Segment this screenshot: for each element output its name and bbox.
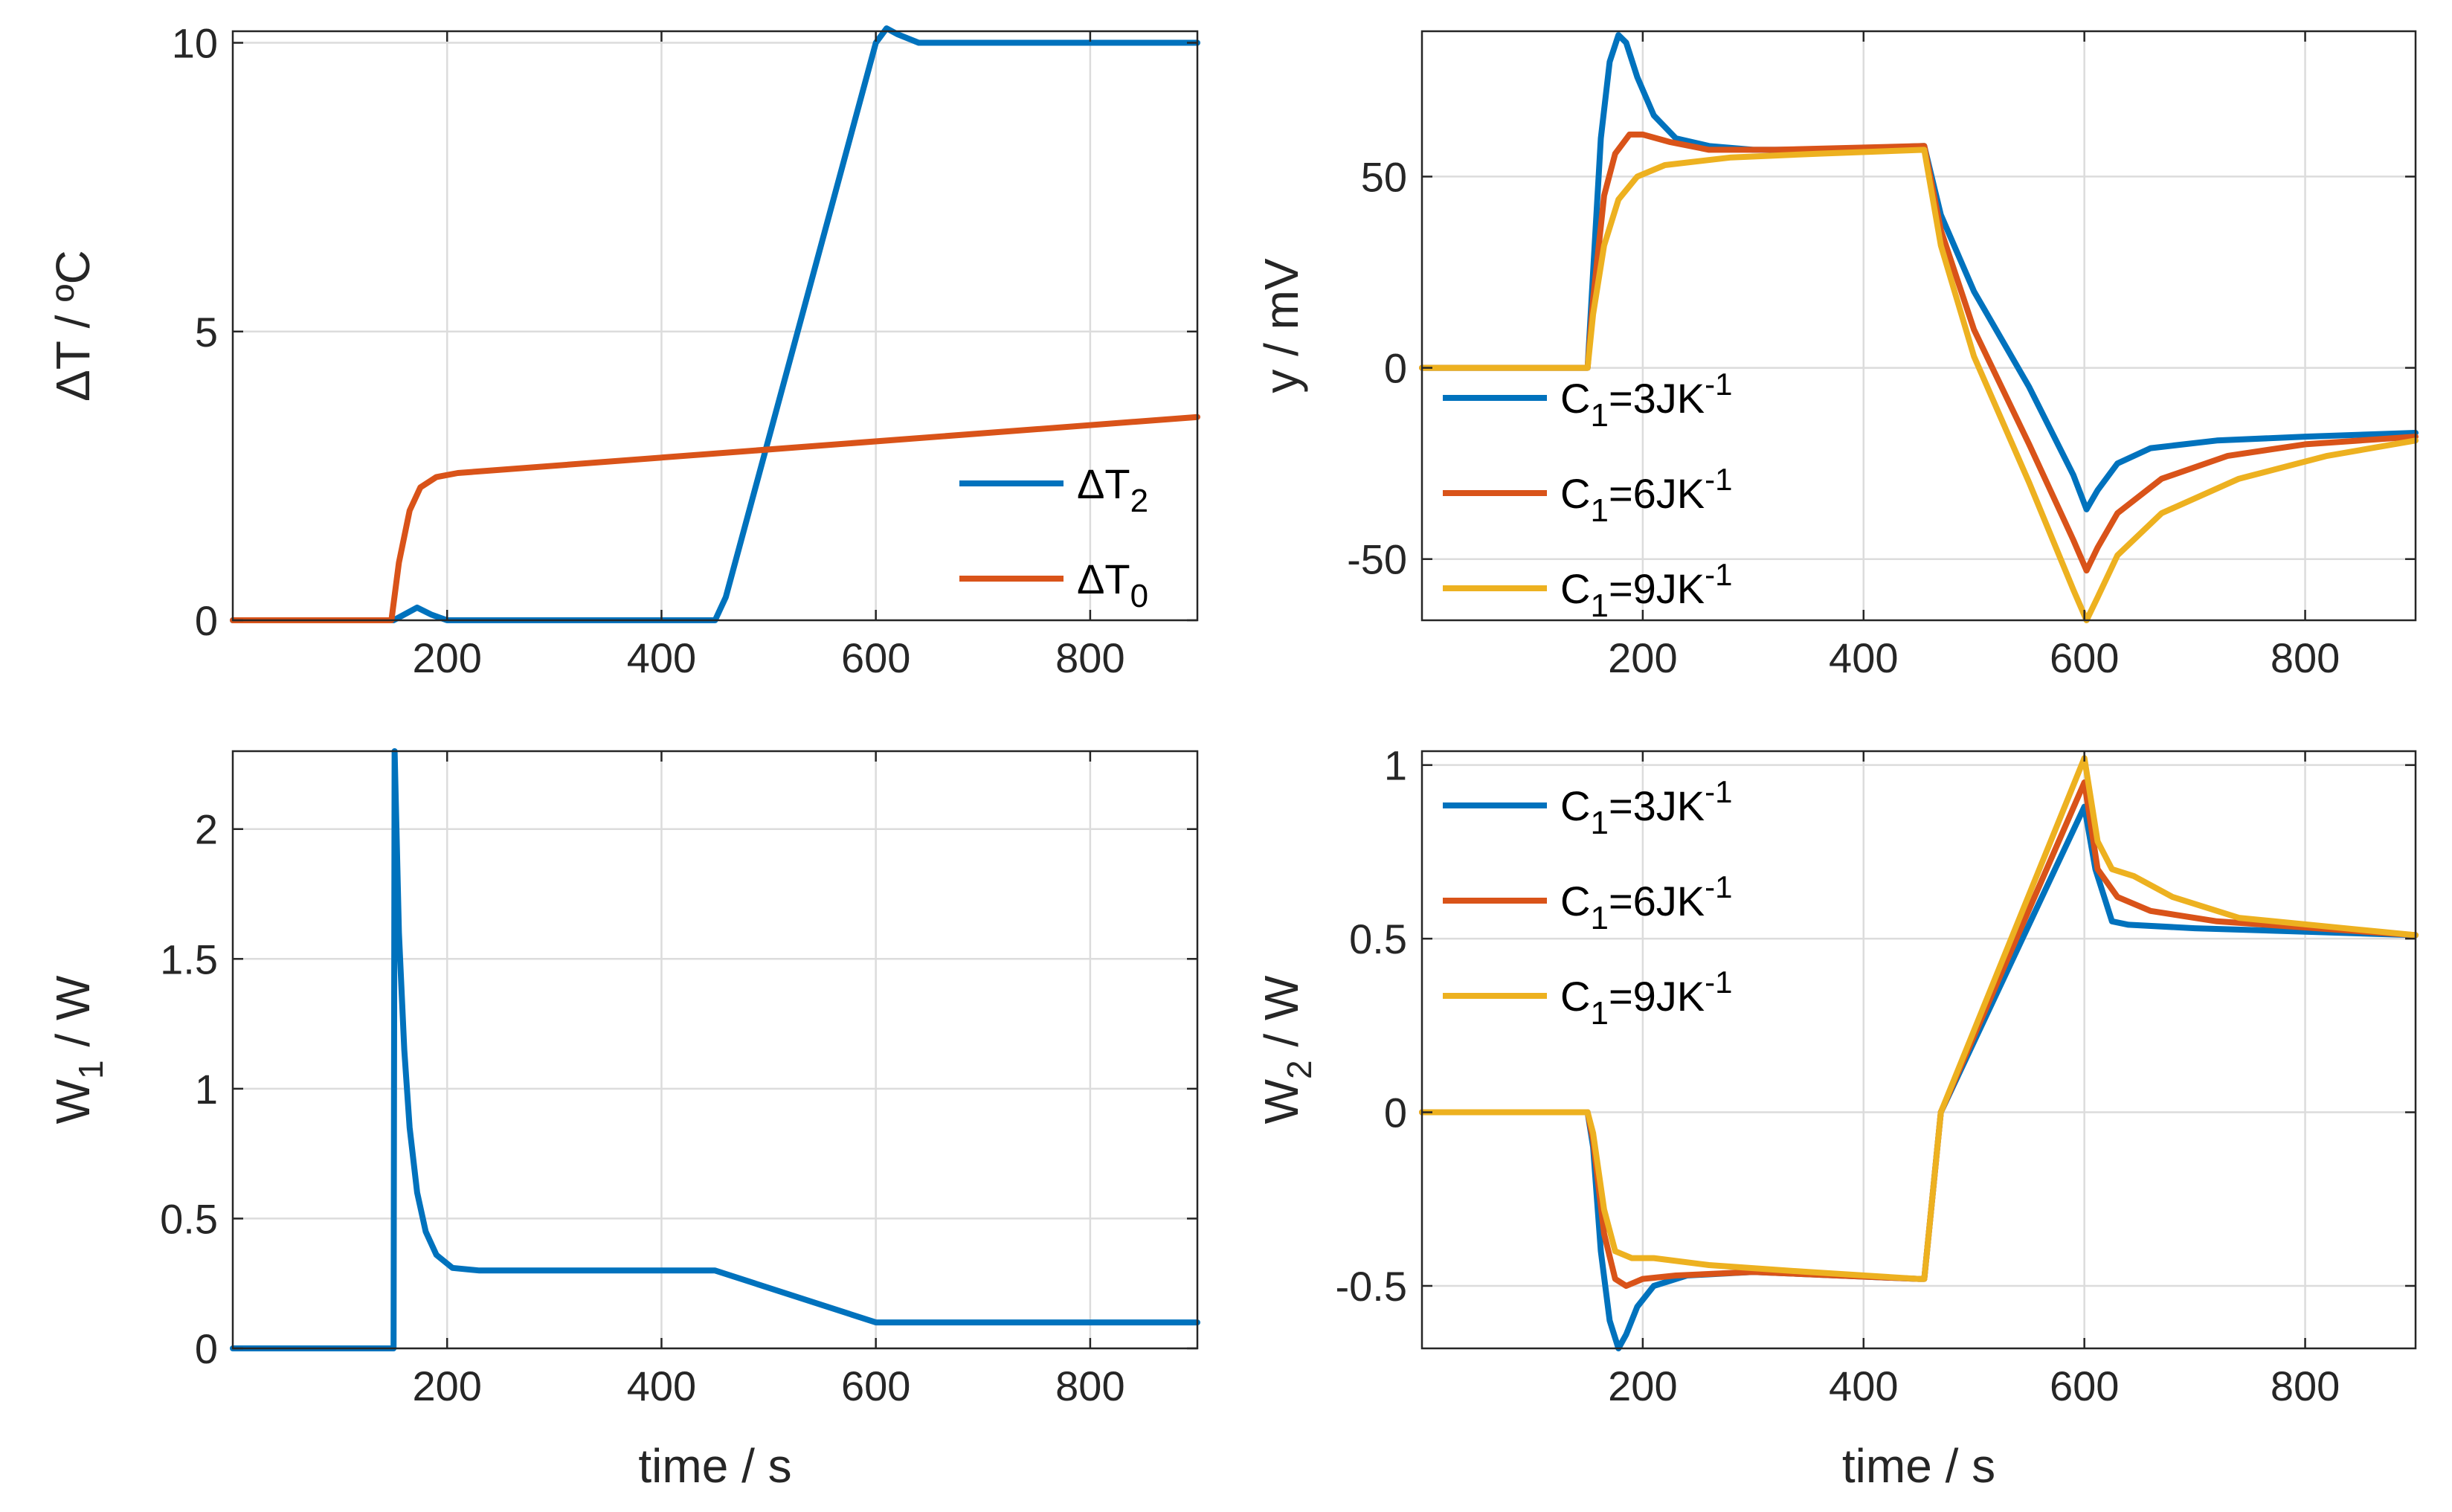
x-tick-label: 600 [841, 634, 910, 681]
legend-entry: ΔT2 [1077, 460, 1148, 519]
x-tick-label: 200 [413, 634, 482, 681]
legend-entry: ΔT0 [1077, 556, 1148, 614]
legend-entry: C1=6JK-1 [1560, 462, 1733, 529]
legend-entry: C1=9JK-1 [1560, 965, 1733, 1032]
series-line-C1=3JK-1 [1419, 32, 2419, 512]
y-tick-label: 0 [1384, 345, 1407, 392]
x-axis-label: time / s [638, 1439, 791, 1493]
y-axis-label: W2 / W [1255, 975, 1319, 1124]
y-tick-label: 1 [195, 1066, 218, 1113]
series-line-W1 [230, 748, 1200, 1351]
x-tick-label: 200 [1608, 1363, 1677, 1409]
legend-entry: C1=3JK-1 [1560, 774, 1733, 841]
x-tick-label: 400 [1829, 634, 1898, 681]
y-axis-label: y / mV [1255, 258, 1308, 393]
chart-panel-4: 200 400 600 800 -0.5 0 0.5 1 W2 / W time / s C1=3J… [1255, 742, 2419, 1493]
y-tick-label: 0 [195, 1325, 218, 1372]
series-line-C1=9JK-1 [1419, 147, 2419, 623]
chart-panel-1: 200 400 600 800 0 5 10 ΔT / ºC ΔT2 ΔT0 [46, 20, 1200, 681]
x-tick-label: 600 [2050, 634, 2119, 681]
x-tick-label: 400 [1829, 1363, 1898, 1409]
y-axis-label: W1 / W [46, 975, 110, 1124]
axes-frame [231, 750, 1199, 1350]
series-line-ΔT0 [230, 414, 1200, 623]
series-line-C1=9JK-1 [1419, 755, 2419, 1282]
x-tick-label: 800 [1055, 634, 1124, 681]
x-tick-label: 400 [627, 634, 696, 681]
x-tick-label: 600 [841, 1363, 910, 1409]
y-tick-label: 0.5 [160, 1195, 218, 1242]
y-tick-label: 0 [1384, 1090, 1407, 1136]
chart-panel-2: 200 400 600 800 -50 0 50 y / mV C1=3JK-1 C1=6JK-1… [1255, 30, 2419, 681]
chart-panel-3: 200 400 600 800 0 0.5 1 1.5 2 W1 / W time / s [46, 748, 1200, 1493]
legend-entry: C1=9JK-1 [1560, 557, 1733, 624]
series-line-C1=6JK-1 [1419, 779, 2419, 1289]
y-tick-label: 10 [172, 20, 218, 67]
x-axis-label: time / s [1842, 1439, 1995, 1493]
axes-frame [1420, 30, 2417, 622]
x-tick-label: 200 [1608, 634, 1677, 681]
y-axis-label: ΔT / ºC [46, 250, 100, 402]
y-tick-label: 5 [195, 309, 218, 356]
y-tick-label: 2 [195, 806, 218, 853]
y-tick-label: 1 [1384, 742, 1407, 789]
axes-frame [1420, 750, 2417, 1350]
series-line-ΔT2 [230, 25, 1200, 623]
y-tick-label: 0.5 [1349, 916, 1407, 962]
axes-frame [231, 30, 1199, 622]
legend-entry: C1=6JK-1 [1560, 869, 1733, 936]
x-tick-label: 800 [2271, 1363, 2340, 1409]
x-tick-label: 800 [2271, 634, 2340, 681]
y-tick-label: -0.5 [1336, 1263, 1408, 1310]
y-tick-label: 50 [1361, 153, 1407, 200]
y-tick-label: -50 [1347, 536, 1407, 583]
x-tick-label: 800 [1055, 1363, 1124, 1409]
y-tick-label: 1.5 [160, 936, 218, 982]
y-tick-label: 0 [195, 597, 218, 644]
x-tick-label: 400 [627, 1363, 696, 1409]
x-tick-label: 600 [2050, 1363, 2119, 1409]
legend-entry: C1=3JK-1 [1560, 367, 1733, 434]
x-tick-label: 200 [413, 1363, 482, 1409]
